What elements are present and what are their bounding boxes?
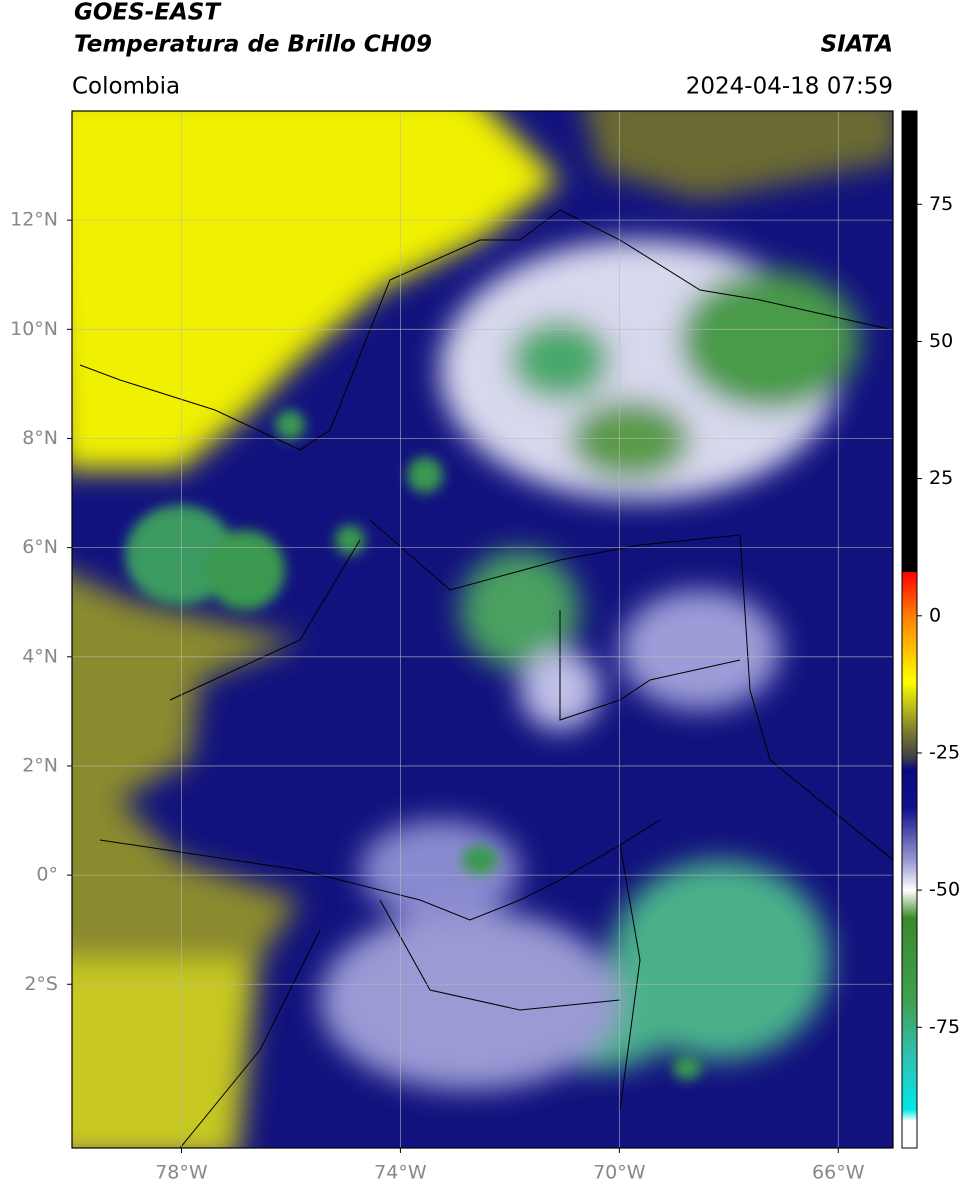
colorbar-segment <box>902 725 917 759</box>
cloud-region <box>610 860 830 1060</box>
colorbar-segment <box>902 769 917 809</box>
x-tick-label: 66°W <box>812 1162 865 1184</box>
map-frame <box>71 110 894 1149</box>
colorbar-segment <box>902 1120 917 1149</box>
region: Colombia <box>72 74 180 100</box>
y-tick-label: 6°N <box>22 536 58 558</box>
datetime: 2024-04-18 07:59 <box>686 74 893 100</box>
cloud-region <box>462 845 498 875</box>
colorbar-segment <box>902 807 917 864</box>
y-tick-label: 2°S <box>24 973 58 995</box>
x-tick-label: 78°W <box>155 1162 208 1184</box>
cloud-region <box>320 910 620 1090</box>
y-tick-label: 4°N <box>22 645 58 667</box>
cloud-region <box>335 525 365 555</box>
source: SIATA <box>821 32 893 58</box>
cloud-region <box>460 550 580 670</box>
colorbar-tick-label: 0 <box>929 604 941 626</box>
colorbar-segment <box>902 1054 917 1111</box>
colorbar-segment <box>902 999 917 1056</box>
y-tick-label: 10°N <box>10 318 58 340</box>
colorbar-tick-label: -50 <box>929 879 960 901</box>
cloud-region <box>570 400 690 480</box>
y-tick-label: 12°N <box>10 209 58 231</box>
colorbar-tick-label: -25 <box>929 741 960 763</box>
cloud-region <box>205 530 285 610</box>
cloud-region <box>620 590 780 710</box>
colorbar-segment <box>902 681 917 727</box>
y-tick-label: 0° <box>36 864 58 886</box>
subtitle: Temperatura de Brillo CH09 <box>74 32 432 58</box>
colorbar-segment <box>902 615 917 683</box>
borders <box>79 209 893 1148</box>
colorbar-tick-label: 25 <box>929 467 953 489</box>
colorbar-segment <box>902 890 917 919</box>
y-tick-label: 8°N <box>22 427 58 449</box>
colorbar-segment <box>902 571 917 617</box>
cloud-free-region <box>72 960 250 1148</box>
cloud-free-region <box>72 111 560 470</box>
cloud-region <box>360 820 520 920</box>
colorbar <box>902 111 917 1149</box>
x-tick-label: 74°W <box>374 1162 427 1184</box>
title: GOES-EAST <box>74 0 222 26</box>
x-tick-label: 70°W <box>593 1162 646 1184</box>
cloud-region <box>510 320 610 400</box>
colorbar-segment <box>902 111 917 573</box>
cloud-region <box>680 270 860 410</box>
cloud-region <box>275 410 305 440</box>
colorbar-segment <box>902 1109 917 1122</box>
colorbar-tick-label: 75 <box>929 193 953 215</box>
cloud-region <box>585 111 893 200</box>
colorbar-frame <box>901 110 918 1149</box>
cloud-region <box>673 1056 701 1080</box>
grid <box>72 111 893 1148</box>
colorbar-tick-label: -75 <box>929 1016 960 1038</box>
colorbar-tick-label: 50 <box>929 330 953 352</box>
colorbar-segment <box>902 862 917 891</box>
colorbar-segment <box>902 758 917 770</box>
cloud-region <box>407 457 443 493</box>
colorbar-segment <box>902 917 917 1001</box>
y-tick-label: 2°N <box>22 754 58 776</box>
satellite-image <box>72 111 893 1148</box>
